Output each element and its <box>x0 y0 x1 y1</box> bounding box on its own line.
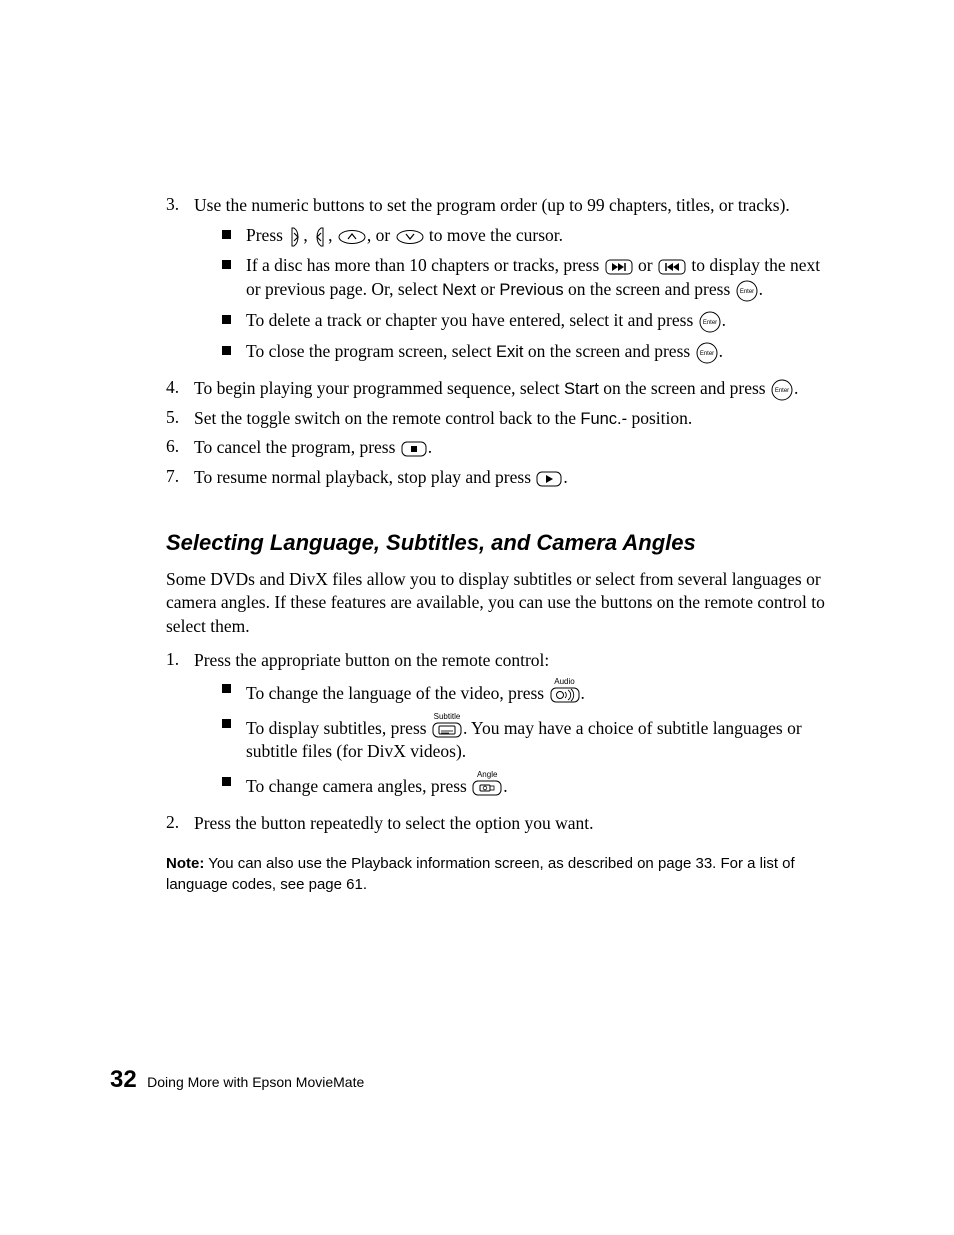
text: Press the appropriate button on the remo… <box>194 650 549 670</box>
sub-item: To change camera angles, press Angle. <box>222 771 839 799</box>
step-body: To cancel the program, press . <box>194 436 839 460</box>
sub-item: To close the program screen, select Exit… <box>222 340 839 364</box>
text: . <box>428 437 432 457</box>
step-5: 5. Set the toggle switch on the remote c… <box>166 407 839 431</box>
section-heading: Selecting Language, Subtitles, and Camer… <box>166 530 839 556</box>
sub-item: To delete a track or chapter you have en… <box>222 309 839 333</box>
intro-paragraph: Some DVDs and DivX files allow you to di… <box>166 568 839 639</box>
step-number: 3. <box>166 194 194 371</box>
text: . <box>563 467 567 487</box>
text: Press the button repeatedly to select th… <box>194 813 594 833</box>
step-text: Use the numeric buttons to set the progr… <box>194 195 790 215</box>
sub-list: Press , , , or to move the cursor. If a … <box>194 224 839 364</box>
prev-track-icon <box>658 259 686 275</box>
enter-icon <box>736 280 758 302</box>
text: position. <box>627 408 692 428</box>
step-number: 6. <box>166 436 194 460</box>
nav-right-icon <box>288 227 302 247</box>
step-1: 1. Press the appropriate button on the r… <box>166 649 839 806</box>
ui-label-previous: Previous <box>499 281 563 299</box>
step-body: Press the appropriate button on the remo… <box>194 649 839 806</box>
page: 3. Use the numeric buttons to set the pr… <box>0 0 954 1235</box>
step-body: To resume normal playback, stop play and… <box>194 466 839 490</box>
text: . <box>719 341 723 361</box>
text: . <box>759 279 763 299</box>
sub-item: If a disc has more than 10 chapters or t… <box>222 254 839 302</box>
step-body: Press the button repeatedly to select th… <box>194 812 839 836</box>
text: Press <box>246 225 287 245</box>
text: . <box>581 683 585 703</box>
subtitle-button-icon: Subtitle <box>432 713 462 738</box>
audio-button-icon: Audio <box>550 678 580 703</box>
text: To resume normal playback, stop play and… <box>194 467 535 487</box>
sub-item: Press , , , or to move the cursor. <box>222 224 839 248</box>
text: . <box>794 378 798 398</box>
ordered-list-top: 3. Use the numeric buttons to set the pr… <box>166 194 839 490</box>
step-number: 1. <box>166 649 194 806</box>
text: To display subtitles, press <box>246 718 431 738</box>
icon-label: Audio <box>550 678 580 686</box>
play-icon <box>536 471 562 487</box>
enter-icon <box>771 379 793 401</box>
ui-label-func: Func.- <box>580 410 627 428</box>
text: To begin playing your programmed sequenc… <box>194 378 564 398</box>
sub-item: To display subtitles, press Subtitle. Yo… <box>222 713 839 764</box>
text: on the screen and press <box>599 378 770 398</box>
step-number: 4. <box>166 377 194 401</box>
text: or <box>476 279 499 299</box>
step-3: 3. Use the numeric buttons to set the pr… <box>166 194 839 371</box>
step-body: To begin playing your programmed sequenc… <box>194 377 839 401</box>
icon-label: Subtitle <box>432 713 462 721</box>
angle-button-icon: Angle <box>472 771 502 796</box>
step-7: 7. To resume normal playback, stop play … <box>166 466 839 490</box>
enter-icon <box>696 342 718 364</box>
text: . <box>722 310 726 330</box>
text: . <box>503 776 507 796</box>
text: To close the program screen, select <box>246 341 496 361</box>
ui-label-next: Next <box>442 281 476 299</box>
sub-item: To change the language of the video, pre… <box>222 678 839 706</box>
text: to move the cursor. <box>425 225 564 245</box>
nav-left-icon <box>313 227 327 247</box>
step-4: 4. To begin playing your programmed sequ… <box>166 377 839 401</box>
stop-icon <box>401 441 427 457</box>
footer-title: Doing More with Epson MovieMate <box>147 1074 364 1090</box>
step-number: 5. <box>166 407 194 431</box>
ui-label-exit: Exit <box>496 343 524 361</box>
text: To change the language of the video, pre… <box>246 683 549 703</box>
text: If a disc has more than 10 chapters or t… <box>246 255 604 275</box>
ui-label-start: Start <box>564 380 599 398</box>
ordered-list-section2: 1. Press the appropriate button on the r… <box>166 649 839 836</box>
text: on the screen and press <box>524 341 695 361</box>
page-number: 32 <box>110 1066 137 1093</box>
step-number: 2. <box>166 812 194 836</box>
text: , <box>328 225 337 245</box>
step-6: 6. To cancel the program, press . <box>166 436 839 460</box>
text: Set the toggle switch on the remote cont… <box>194 408 580 428</box>
note: Note: You can also use the Playback info… <box>166 853 839 895</box>
nav-up-icon <box>338 230 366 244</box>
text: To delete a track or chapter you have en… <box>246 310 698 330</box>
page-footer: 32 Doing More with Epson MovieMate <box>110 1066 364 1094</box>
text: , or <box>367 225 395 245</box>
next-track-icon <box>605 259 633 275</box>
note-text: You can also use the Playback informatio… <box>166 855 795 893</box>
sub-list: To change the language of the video, pre… <box>194 678 839 799</box>
text: on the screen and press <box>564 279 735 299</box>
enter-icon <box>699 311 721 333</box>
icon-label: Angle <box>472 771 502 779</box>
nav-down-icon <box>396 230 424 244</box>
text: , <box>303 225 312 245</box>
step-body: Use the numeric buttons to set the progr… <box>194 194 839 371</box>
step-2: 2. Press the button repeatedly to select… <box>166 812 839 836</box>
note-label: Note: <box>166 855 204 872</box>
text: To change camera angles, press <box>246 776 471 796</box>
text: To cancel the program, press <box>194 437 400 457</box>
step-body: Set the toggle switch on the remote cont… <box>194 407 839 431</box>
step-number: 7. <box>166 466 194 490</box>
text: or <box>634 255 657 275</box>
